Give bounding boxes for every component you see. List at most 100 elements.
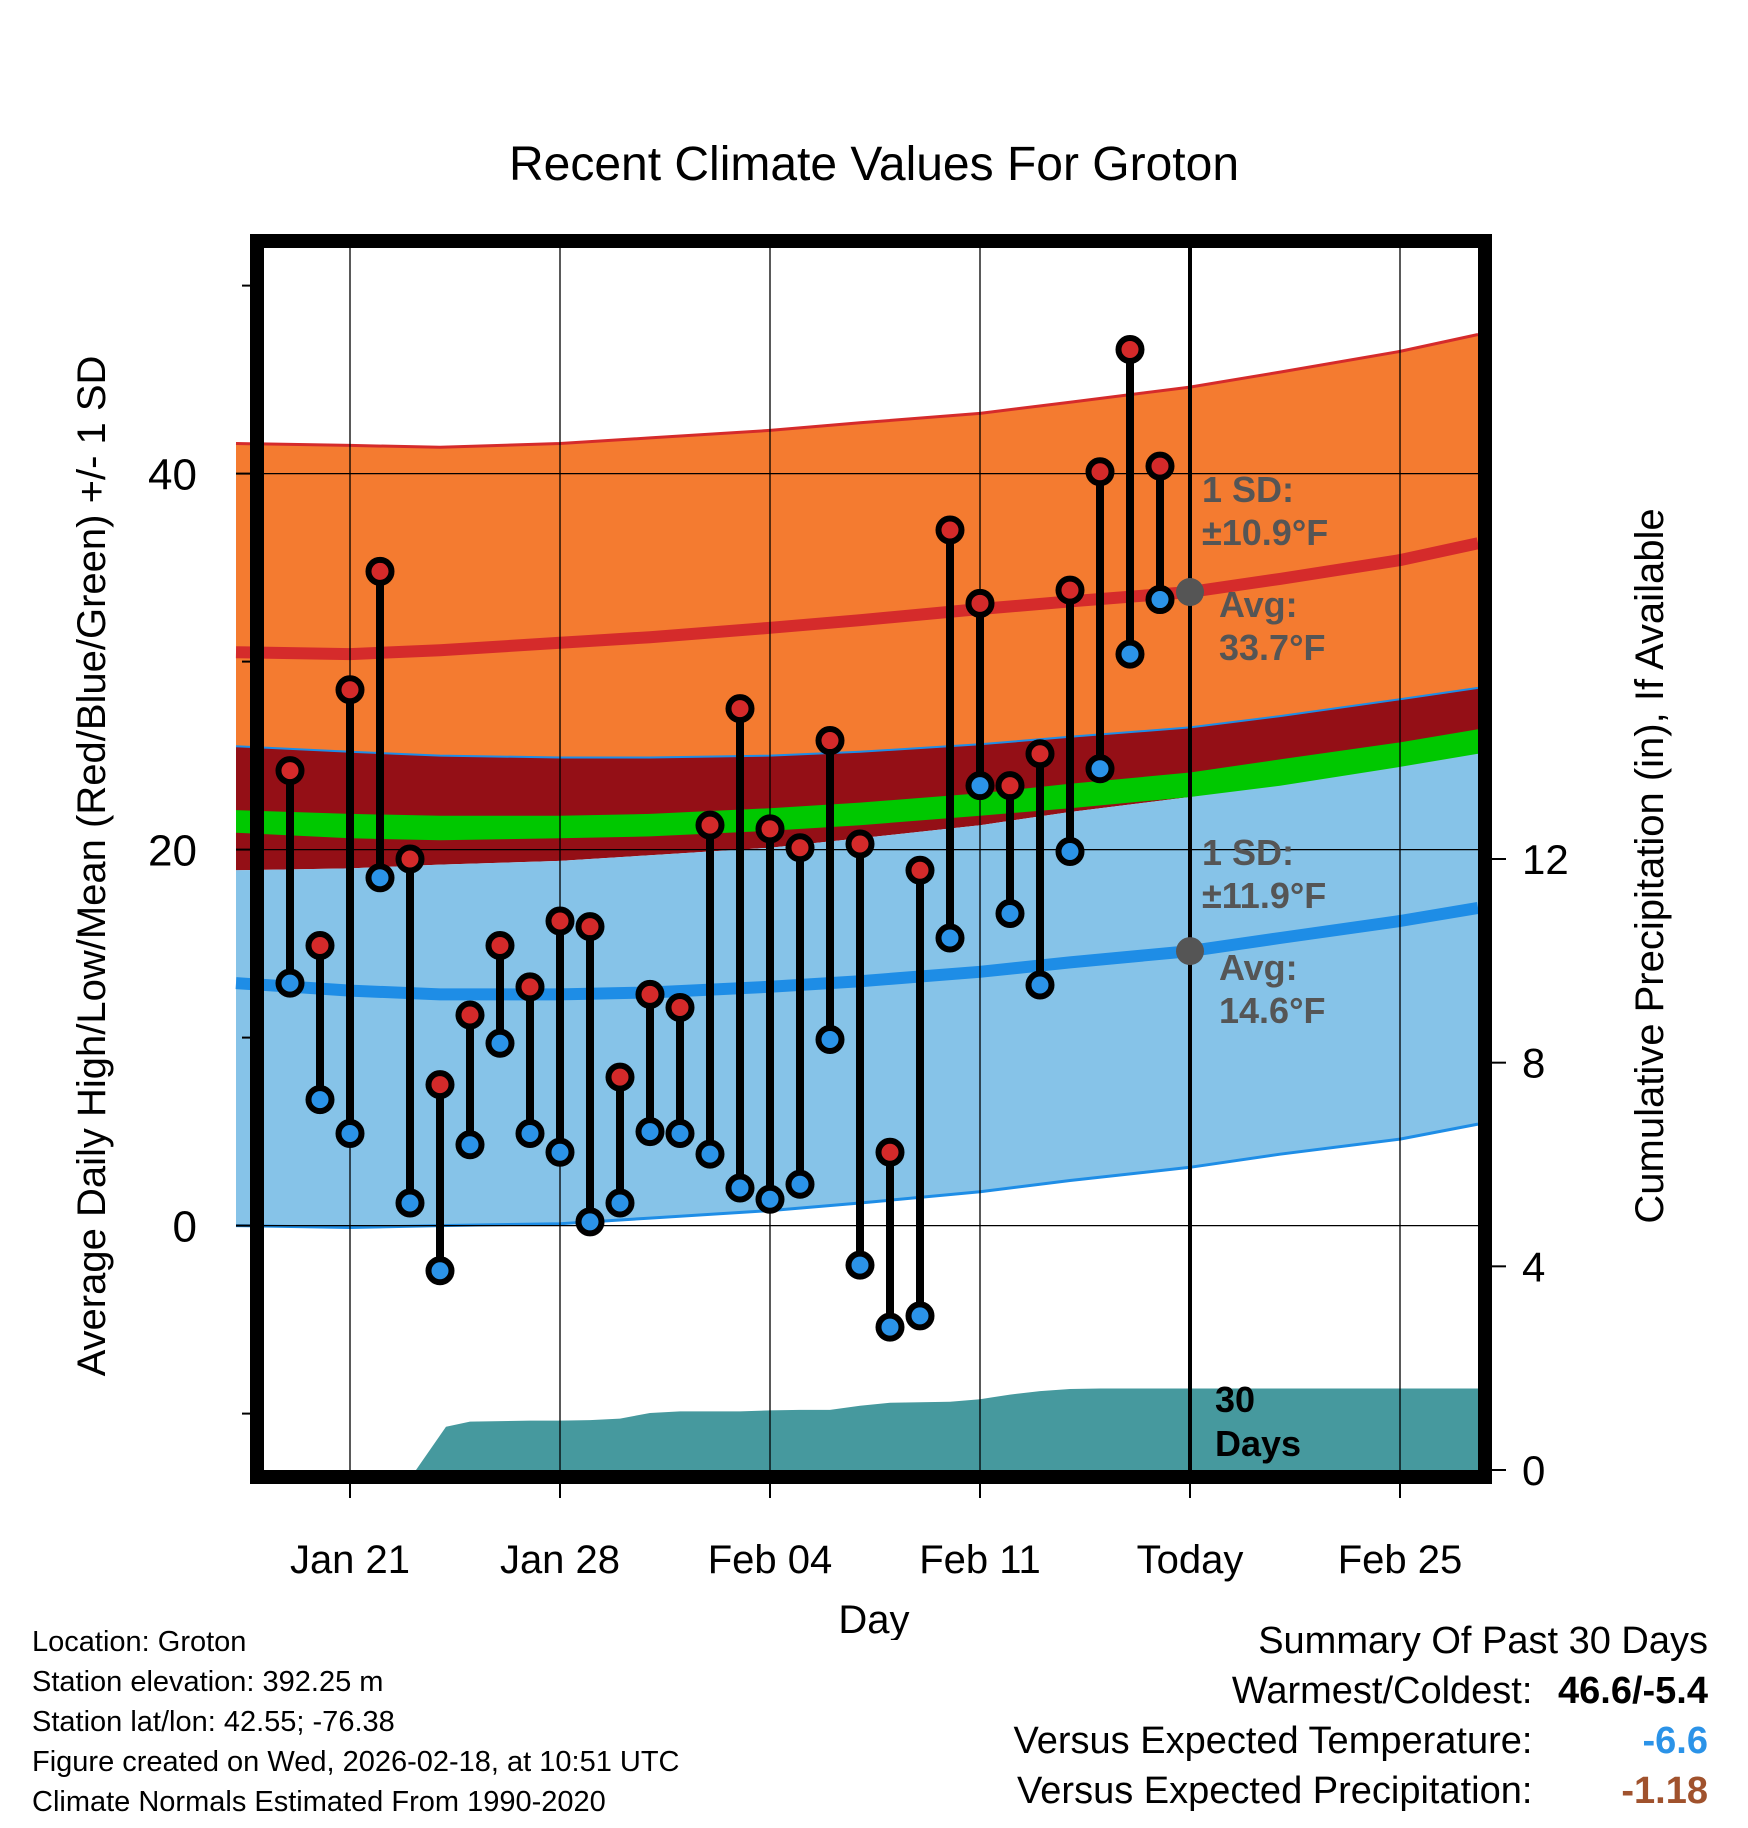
daily-low-point	[815, 1024, 845, 1054]
high-upper-line	[235, 333, 1479, 449]
summary-title: Summary Of Past 30 Days	[1258, 1620, 1708, 1662]
daily-high-point	[995, 771, 1025, 801]
x-tick-label: Jan 21	[290, 1538, 410, 1582]
daily-low-point	[1085, 754, 1115, 784]
y-tick-label: 0	[173, 1203, 197, 1252]
low-avg-value: 14.6°F	[1219, 990, 1325, 1031]
daily-low-point	[545, 1137, 575, 1167]
daily-high-point	[695, 810, 725, 840]
created-text: Figure created on Wed, 2026-02-18, at 10…	[32, 1746, 680, 1778]
daily-high-point	[1145, 451, 1175, 481]
daily-low-point	[605, 1188, 635, 1218]
daily-low-point	[965, 771, 995, 801]
precip-label: Versus Expected Precipitation:	[1017, 1770, 1533, 1812]
summary-panel: Summary Of Past 30 Days Warmest/Coldest:…	[1014, 1616, 1708, 1816]
high-sd-band	[236, 334, 1478, 758]
daily-low-point	[1055, 836, 1085, 866]
daily-high-point	[905, 855, 935, 885]
daily-high-point	[1025, 739, 1055, 769]
x-tick-label: Feb 04	[708, 1538, 833, 1582]
daily-low-point	[875, 1312, 905, 1342]
daily-low-point	[365, 863, 395, 893]
daily-low-point	[695, 1139, 725, 1169]
y2-tick-label: 8	[1522, 1040, 1545, 1087]
daily-high-point	[1085, 457, 1115, 487]
daily-high-point	[725, 694, 755, 724]
daily-high-point	[935, 515, 965, 545]
daily-low-point	[1115, 639, 1145, 669]
daily-low-point	[635, 1117, 665, 1147]
daily-high-point	[275, 756, 305, 786]
warmest-value: 46.6/-5.4	[1558, 1670, 1708, 1712]
x-axis-title: Day	[838, 1598, 909, 1640]
temp-value: -6.6	[1642, 1720, 1708, 1762]
daily-high-point	[305, 930, 335, 960]
normal-high-line	[235, 537, 1480, 661]
low-sd-label: 1 SD:	[1202, 832, 1294, 873]
y-tick-label: 20	[148, 827, 197, 876]
y2-axis-title: Cumulative Precipitation (in), If Availa…	[1628, 508, 1672, 1223]
daily-low-point	[1025, 970, 1055, 1000]
y-tick-label: 40	[148, 451, 197, 500]
daily-low-point	[755, 1184, 785, 1214]
period-label-number: 30	[1215, 1379, 1255, 1420]
precip-area	[236, 1388, 1478, 1470]
daily-high-point	[515, 972, 545, 1002]
daily-low-point	[485, 1028, 515, 1058]
daily-high-point	[575, 912, 605, 942]
daily-low-point	[305, 1085, 335, 1115]
daily-low-point	[725, 1173, 755, 1203]
temp-label: Versus Expected Temperature:	[1013, 1720, 1533, 1762]
daily-high-point	[755, 814, 785, 844]
daily-high-point	[455, 1000, 485, 1030]
daily-low-point	[425, 1256, 455, 1286]
daily-low-point	[845, 1250, 875, 1280]
x-tick-label: Feb 11	[919, 1538, 1041, 1582]
high-avg-label: Avg:	[1219, 584, 1298, 625]
high-avg-marker	[1176, 578, 1204, 607]
high-sd-label: 1 SD:	[1202, 469, 1294, 510]
y2-tick-label: 0	[1522, 1447, 1545, 1494]
climate-chart: Recent Climate Values For Groton 1 SD:±1…	[70, 138, 1672, 1640]
daily-low-point	[1145, 585, 1175, 615]
daily-low-point	[665, 1118, 695, 1148]
daily-high-point	[875, 1137, 905, 1167]
daily-high-point	[485, 930, 515, 960]
daily-low-point	[395, 1188, 425, 1218]
period-label-unit: Days	[1215, 1423, 1301, 1464]
y2-tick-label: 12	[1522, 836, 1569, 883]
daily-low-point	[575, 1207, 605, 1237]
high-sd-value: ±10.9°F	[1202, 512, 1328, 553]
daily-low-point	[935, 923, 965, 953]
daily-high-point	[965, 588, 995, 618]
daily-low-point	[515, 1118, 545, 1148]
high-avg-value: 33.7°F	[1219, 627, 1325, 668]
daily-high-point	[425, 1070, 455, 1100]
daily-high-point	[365, 556, 395, 586]
warmest-label: Warmest/Coldest:	[1231, 1670, 1533, 1712]
mean-band	[236, 729, 1478, 841]
location-text: Location: Groton	[32, 1626, 247, 1658]
daily-high-point	[635, 979, 665, 1009]
x-tick-label: Today	[1137, 1538, 1244, 1582]
x-tick-label: Feb 25	[1338, 1538, 1463, 1582]
daily-low-point	[995, 899, 1025, 929]
daily-low-point	[785, 1169, 815, 1199]
daily-high-point	[815, 726, 845, 756]
precip-value: -1.18	[1621, 1770, 1708, 1812]
high-lower-line	[235, 686, 1479, 759]
daily-low-point	[275, 968, 305, 998]
daily-high-point	[665, 993, 695, 1023]
daily-high-point	[1055, 575, 1085, 605]
daily-high-point	[545, 906, 575, 936]
daily-high-point	[605, 1062, 635, 1092]
station-info: Location: Groton Station elevation: 392.…	[32, 1622, 680, 1822]
daily-high-point	[395, 844, 425, 874]
latlon-text: Station lat/lon: 42.55; -76.38	[32, 1706, 395, 1738]
y-axis-title: Average Daily High/Low/Mean (Red/Blue/Gr…	[70, 356, 114, 1377]
low-sd-value: ±11.9°F	[1202, 875, 1326, 916]
x-tick-label: Jan 28	[500, 1538, 620, 1582]
chart-title: Recent Climate Values For Groton	[509, 138, 1239, 191]
daily-high-point	[845, 829, 875, 859]
elevation-text: Station elevation: 392.25 m	[32, 1666, 384, 1698]
